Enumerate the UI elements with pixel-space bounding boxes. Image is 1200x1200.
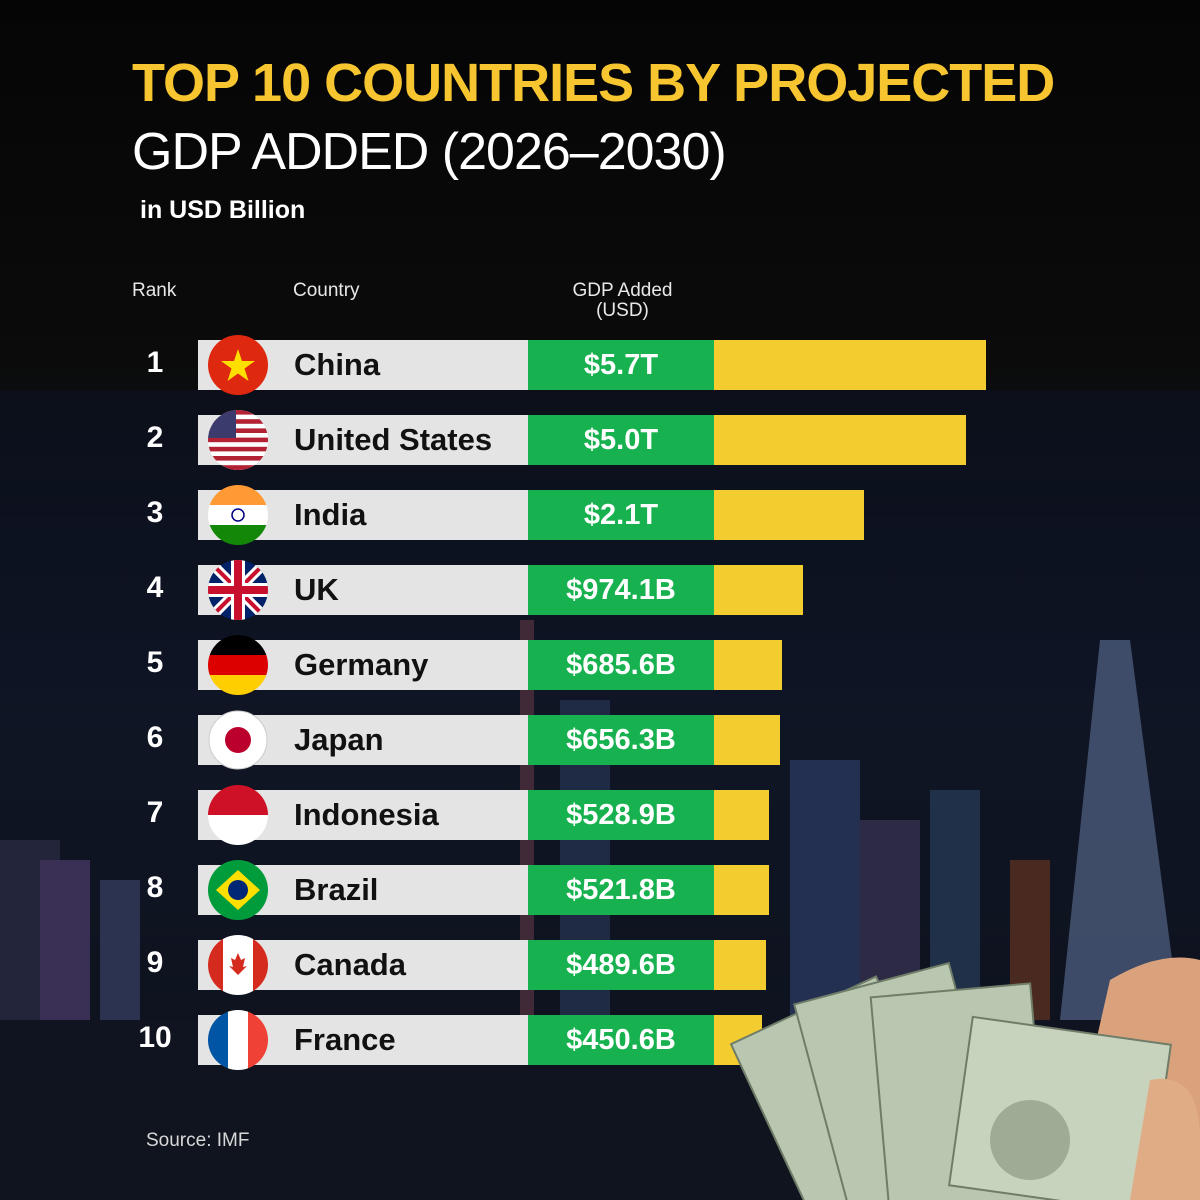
country-name: UK bbox=[294, 572, 339, 607]
japan-flag-icon bbox=[208, 710, 268, 770]
chart-subtitle: in USD Billion bbox=[140, 196, 306, 224]
us-flag-icon bbox=[208, 410, 268, 470]
indonesia-flag-icon bbox=[208, 785, 268, 845]
rank-label: 5 bbox=[146, 646, 164, 679]
chart-title-line1: TOP 10 COUNTRIES BY PROJECTED bbox=[132, 53, 1055, 113]
money-hand-image bbox=[730, 957, 1200, 1200]
country-name: France bbox=[294, 1022, 396, 1057]
data-label: $656.3B bbox=[528, 715, 714, 765]
rank-label: 9 bbox=[146, 946, 164, 979]
bar bbox=[714, 340, 986, 390]
bar bbox=[714, 865, 769, 915]
brazil-flag-icon bbox=[208, 860, 268, 920]
bar bbox=[714, 790, 769, 840]
country-name: Indonesia bbox=[294, 797, 439, 832]
rank-label: 8 bbox=[146, 871, 164, 904]
bar bbox=[714, 415, 966, 465]
chart-title-line2: GDP ADDED (2026–2030) bbox=[132, 123, 727, 181]
rank-label: 1 bbox=[146, 346, 164, 379]
source-note: Source: IMF bbox=[146, 1130, 250, 1151]
header-gdp-line2: (USD) bbox=[596, 300, 649, 321]
data-label: $489.6B bbox=[528, 940, 714, 990]
data-label: $521.8B bbox=[528, 865, 714, 915]
rank-label: 10 bbox=[138, 1021, 172, 1054]
china-flag-icon bbox=[208, 335, 268, 395]
header-gdp: GDP Added (USD) bbox=[540, 281, 705, 321]
data-label: $685.6B bbox=[528, 640, 714, 690]
country-name: China bbox=[294, 347, 381, 382]
header-rank: Rank bbox=[132, 280, 177, 301]
country-name: United States bbox=[294, 422, 493, 457]
rank-label: 3 bbox=[146, 496, 164, 529]
bar bbox=[714, 565, 803, 615]
data-label: $450.6B bbox=[528, 1015, 714, 1065]
bar bbox=[714, 940, 766, 990]
rank-label: 7 bbox=[146, 796, 164, 829]
rank-label: 6 bbox=[146, 721, 164, 754]
header-gdp-line1: GDP Added bbox=[572, 280, 673, 301]
india-flag-icon bbox=[208, 485, 268, 545]
data-label: $528.9B bbox=[528, 790, 714, 840]
country-name: India bbox=[294, 497, 367, 532]
data-label: $2.1T bbox=[528, 490, 714, 540]
uk-flag-icon bbox=[208, 560, 268, 620]
germany-flag-icon bbox=[208, 635, 268, 695]
country-name: Brazil bbox=[294, 872, 379, 907]
country-name: Germany bbox=[294, 647, 429, 682]
rank-label: 2 bbox=[146, 421, 164, 454]
bar bbox=[714, 490, 864, 540]
france-flag-icon bbox=[208, 1010, 268, 1070]
data-label: $5.7T bbox=[528, 340, 714, 390]
bar bbox=[714, 715, 780, 765]
rank-label: 4 bbox=[146, 571, 164, 604]
bar bbox=[714, 640, 782, 690]
data-label: $974.1B bbox=[528, 565, 714, 615]
data-label: $5.0T bbox=[528, 415, 714, 465]
country-name: Canada bbox=[294, 947, 406, 982]
header-country: Country bbox=[293, 280, 360, 301]
country-name: Japan bbox=[294, 722, 384, 757]
canada-flag-icon bbox=[208, 935, 268, 995]
